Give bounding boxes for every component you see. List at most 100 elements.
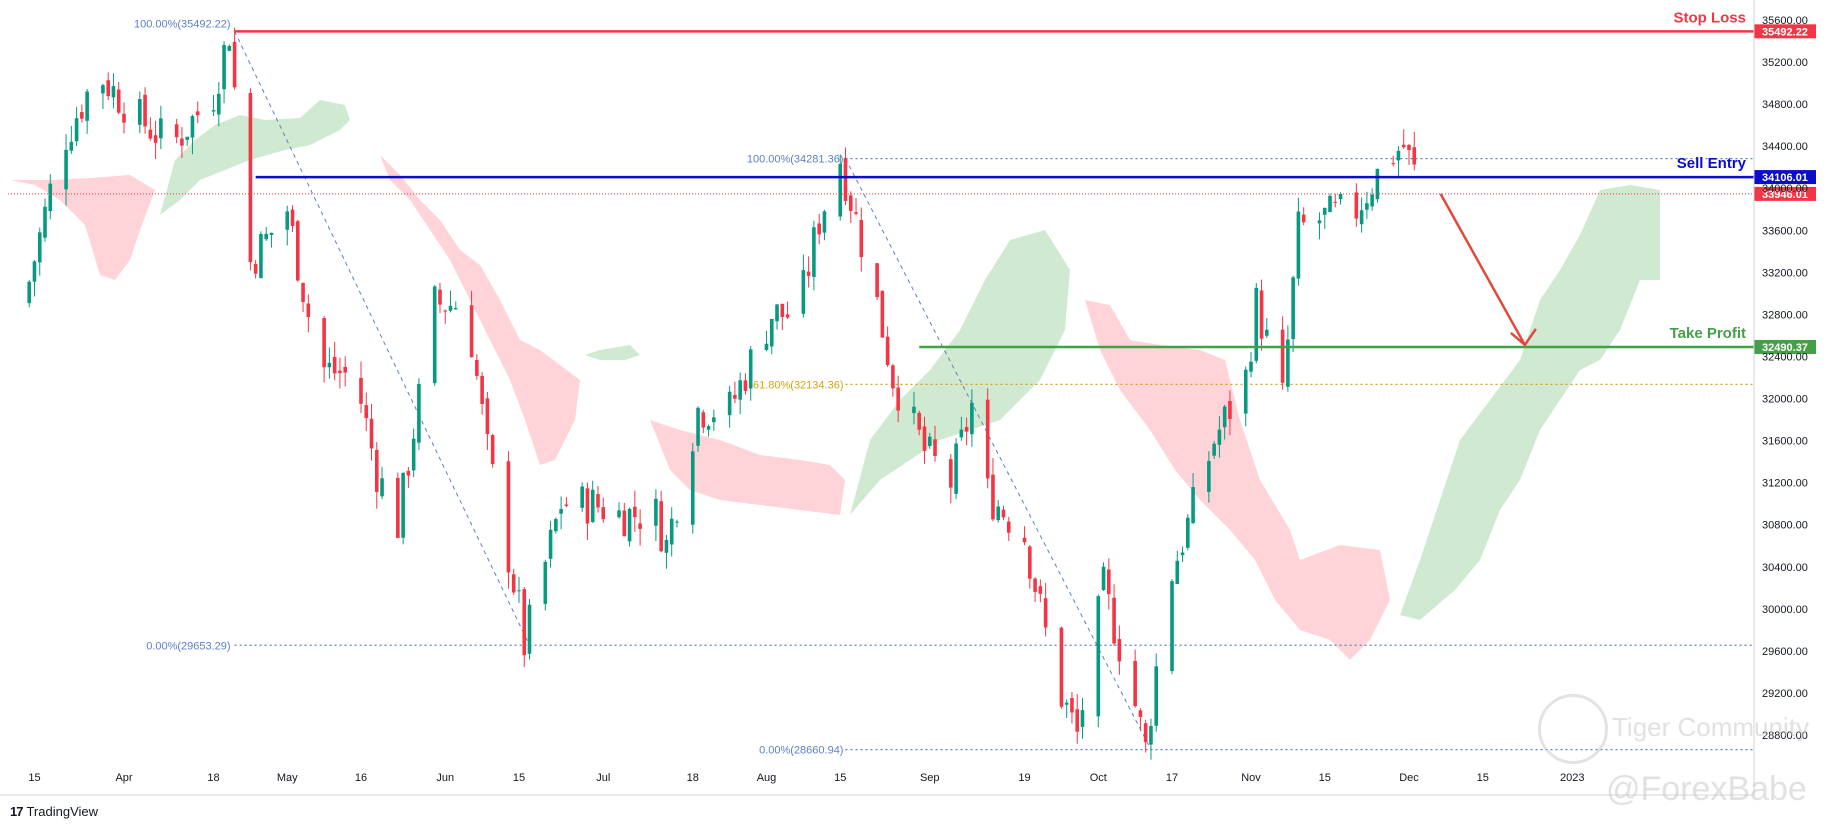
candle-body (854, 212, 858, 214)
candle-body (380, 478, 384, 497)
candle-body (1180, 552, 1185, 556)
candle-body (264, 233, 268, 240)
candle-body (596, 494, 600, 508)
price-tick-label: 30800.00 (1762, 520, 1808, 532)
fib-level-label: 100.00%(35492.22) (134, 18, 231, 30)
candle-body (64, 149, 68, 190)
candle-body (1033, 578, 1037, 592)
candle-body (432, 286, 437, 384)
candle-body (216, 93, 221, 115)
candle-body (701, 412, 706, 428)
level-price-tag (1754, 339, 1816, 354)
candle-body (669, 518, 674, 545)
tradingview-logo-icon: 17 (10, 804, 24, 819)
level-price-tag (1754, 170, 1816, 185)
level-name-label: Stop Loss (1673, 9, 1746, 26)
price-tick-label: 34000.00 (1762, 183, 1808, 195)
candle-body (1170, 581, 1174, 672)
candle-body (190, 116, 195, 138)
candle-body (253, 263, 258, 274)
candle-body (1375, 168, 1380, 200)
candle-body (106, 80, 111, 97)
candle-body (785, 314, 790, 318)
price-tick-label: 33600.00 (1762, 225, 1808, 237)
candle-body (1265, 329, 1269, 336)
candle-body (1243, 369, 1248, 414)
candle-body (543, 561, 548, 604)
candle-body (727, 391, 732, 416)
candle-body (1133, 660, 1137, 707)
candle-body (896, 387, 900, 411)
candle-body (1064, 702, 1069, 705)
candlesticks (27, 27, 1417, 760)
candle-body (1096, 596, 1101, 717)
candle-body (627, 508, 632, 542)
candle-body (1365, 203, 1369, 210)
candle-body (843, 157, 848, 201)
candle-body (259, 233, 263, 279)
candle-body (954, 443, 958, 494)
price-tick-label: 32000.00 (1762, 394, 1808, 406)
candle-body (996, 506, 1001, 521)
cloud-region (650, 420, 845, 515)
candle-body (885, 336, 890, 366)
candle-body (733, 394, 737, 399)
candle-body (522, 589, 527, 656)
candle-body (1107, 569, 1111, 595)
candle-body (185, 136, 189, 140)
candle-body (285, 211, 290, 230)
candle-body (1354, 192, 1359, 219)
candle-body (1359, 210, 1364, 225)
price-axis[interactable]: 28800.00 29200.00 29600.00 30000.00 30400.00… (1762, 15, 1808, 742)
candle-body (659, 501, 663, 552)
candle-body (743, 380, 748, 391)
candle-body (1228, 401, 1232, 419)
author-watermark: @ForexBabe (1606, 770, 1807, 808)
level-name-label: Sell Entry (1677, 155, 1747, 172)
candle-body (195, 111, 200, 116)
fib-level-label: 0.00%(28660.94) (759, 745, 843, 757)
candle-body (1396, 150, 1401, 161)
candle-body (438, 289, 442, 305)
candle-body (1175, 560, 1180, 585)
time-tick-label: Aug (757, 772, 777, 784)
candle-body (985, 399, 990, 479)
candle-body (654, 498, 658, 526)
candle-body (1154, 666, 1159, 726)
candle-body (838, 163, 843, 217)
candle-body (290, 209, 295, 226)
candle-body (559, 509, 563, 514)
candle-body (343, 366, 347, 373)
projection-arrowhead-icon (1510, 328, 1537, 347)
candle-body (527, 604, 532, 654)
candle-body (554, 519, 558, 532)
candle-body (922, 426, 927, 451)
price-tick-label: 29600.00 (1762, 646, 1808, 658)
candle-body (295, 221, 300, 281)
candle-body (327, 362, 332, 368)
candle-body (74, 118, 79, 142)
candle-body (43, 206, 47, 238)
candle-body (1254, 287, 1259, 361)
candle-body (1401, 144, 1406, 148)
candle-body (374, 450, 379, 492)
candle-body (406, 470, 411, 476)
candle-body (1370, 194, 1374, 207)
candle-body (927, 436, 932, 446)
candle-body (696, 407, 700, 446)
candle-body (917, 412, 922, 430)
candle-body (143, 94, 147, 127)
candle-body (396, 477, 400, 538)
candle-body (548, 529, 553, 559)
candle-body (769, 318, 774, 347)
time-axis[interactable]: 15 Apr 18 May 16 Jun 15 Jul 18 Aug 15 Sep 19 Oct 17 Nov… (28, 772, 1584, 784)
candle-body (822, 211, 827, 233)
tiger-community-watermark: Tiger Community (1612, 712, 1809, 742)
candle-body (338, 370, 342, 374)
tradingview-label: TradingView (26, 804, 99, 819)
candle-body (859, 220, 864, 257)
tradingview-brand[interactable]: 17 TradingView (10, 804, 98, 819)
level-price-tag-text: 34106.01 (1762, 172, 1808, 184)
